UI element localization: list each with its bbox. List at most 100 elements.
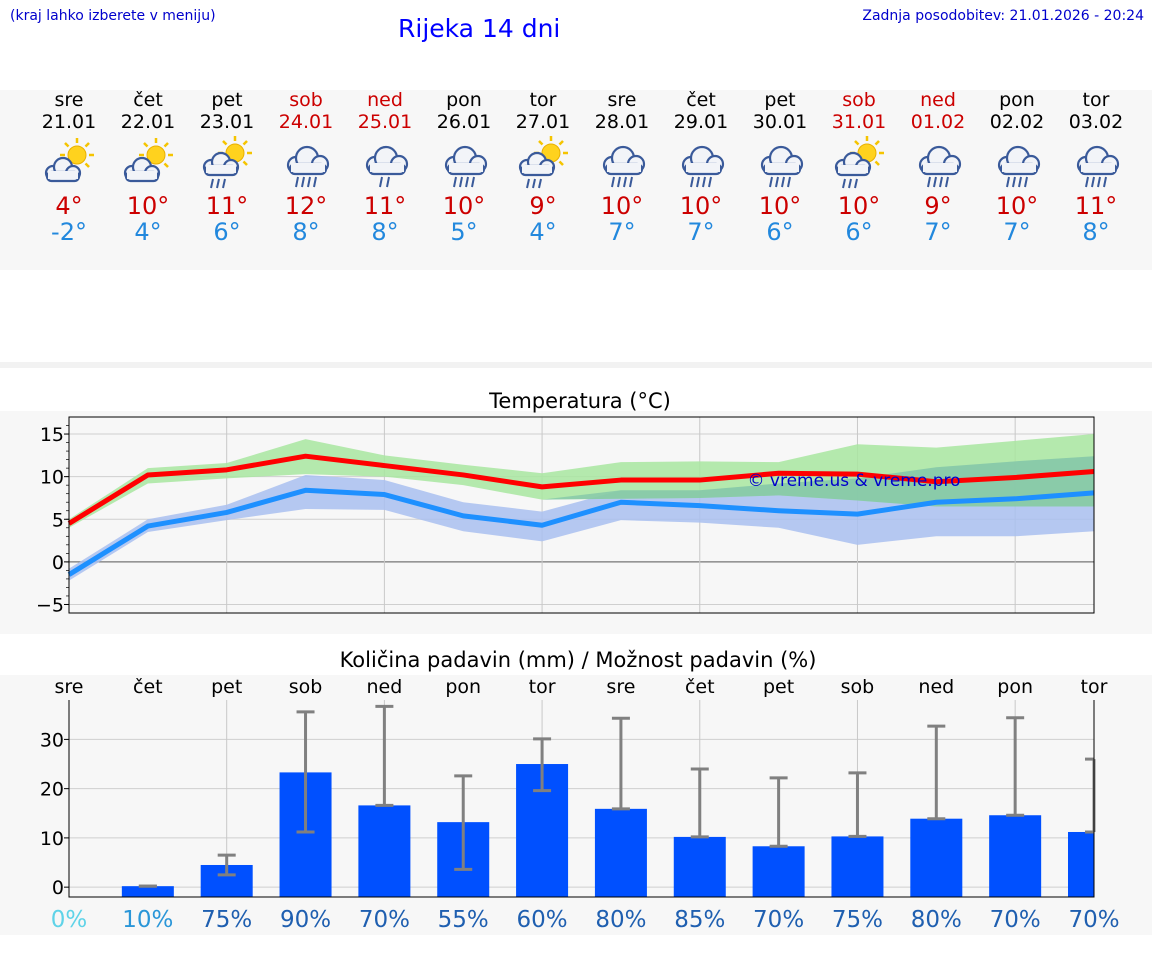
weather-rain-cloud-icon — [583, 135, 662, 191]
watermark: © vreme.us & vreme.pro — [747, 471, 960, 491]
day-name: ned — [920, 89, 956, 111]
precipitation-bar — [831, 836, 884, 897]
min-temp-line — [67, 487, 1095, 577]
day-date: 03.02 — [1068, 111, 1124, 133]
temp-min: 7° — [1003, 218, 1031, 246]
day-column: čet 22.01 10° 4° — [109, 89, 188, 245]
day-name: pon — [999, 89, 1035, 111]
y-tick-label: 0 — [52, 552, 64, 574]
temperature-chart: Temperatura (°C) 15 10 5 0 −5 © vreme.us & vre… — [36, 389, 1095, 616]
temp-max: 9° — [529, 192, 557, 220]
temp-max: 10° — [126, 192, 170, 220]
precipitation-probability: 75% — [832, 907, 883, 933]
temperature-chart-title: Temperatura (°C) — [488, 389, 671, 413]
x-category-label: sre — [606, 676, 635, 698]
temp-min: 8° — [292, 218, 320, 246]
weather-rain-cloud-icon — [267, 135, 346, 191]
precipitation-probability: 10% — [122, 907, 173, 933]
panel-divider — [0, 362, 1152, 368]
x-category-label: sre — [55, 676, 84, 698]
day-name: sre — [54, 89, 84, 111]
temp-min: 7° — [687, 218, 715, 246]
temp-min: 5° — [450, 218, 478, 246]
x-category-label: sob — [289, 676, 323, 698]
day-name: tor — [529, 89, 557, 111]
day-name: sob — [289, 89, 323, 111]
plot-frame — [68, 416, 1095, 614]
precipitation-probability: 70% — [359, 907, 410, 933]
precipitation-probability: 60% — [517, 907, 568, 933]
precipitation-probability: 55% — [438, 907, 489, 933]
weather-light-rain-cloud-icon — [346, 135, 425, 191]
max-temp-line — [67, 453, 1095, 526]
temp-min: 8° — [1082, 218, 1110, 246]
temp-min: 6° — [845, 218, 873, 246]
day-column: sre 21.01 4° -2° — [30, 89, 109, 245]
weather-partly-cloudy-sun-icon — [30, 135, 109, 191]
precipitation-bar — [594, 808, 647, 897]
temp-max: 10° — [600, 192, 644, 220]
plot-frame — [68, 700, 1095, 898]
y-tick-label: 0 — [52, 877, 64, 899]
temp-min: 7° — [608, 218, 636, 246]
precipitation-bar — [1068, 831, 1094, 897]
page-title: Rijeka 14 dni — [398, 14, 561, 43]
precipitation-probability: 80% — [595, 907, 646, 933]
temp-max: 11° — [363, 192, 407, 220]
temp-min: 8° — [371, 218, 399, 246]
precipitation-chart-title: Količina padavin (mm) / Možnost padavin … — [340, 648, 817, 672]
day-date: 31.01 — [831, 111, 887, 133]
weather-rain-cloud-icon — [978, 135, 1057, 191]
precipitation-probability: 70% — [1068, 907, 1119, 933]
precipitation-probability: 85% — [674, 907, 725, 933]
precipitation-probability: 75% — [201, 907, 252, 933]
day-date: 29.01 — [673, 111, 729, 133]
y-tick-label: 20 — [40, 779, 64, 801]
day-date: 28.01 — [594, 111, 650, 133]
x-category-label: čet — [133, 676, 163, 698]
precipitation-probability: 80% — [911, 907, 962, 933]
day-name: čet — [133, 89, 163, 111]
day-date: 21.01 — [41, 111, 97, 133]
x-category-label: čet — [685, 676, 715, 698]
day-column: ned 25.01 11° 8° — [346, 89, 425, 245]
precipitation-bar — [121, 886, 174, 897]
temp-min: 7° — [924, 218, 952, 246]
range-overlap-band — [69, 456, 1094, 528]
day-name: pon — [446, 89, 482, 111]
precipitation-probability: 70% — [990, 907, 1041, 933]
day-name: pet — [211, 89, 243, 111]
temp-max: 12° — [284, 192, 328, 220]
precipitation-bar — [752, 846, 805, 897]
day-date: 22.01 — [120, 111, 176, 133]
last-updated: Zadnja posodobitev: 21.01.2026 - 20:24 — [862, 8, 1144, 24]
x-category-label: tor — [529, 676, 556, 698]
day-column: sob 24.01 12° 8° — [267, 89, 346, 245]
weather-rain-cloud-icon — [662, 135, 741, 191]
day-name: tor — [1082, 89, 1110, 111]
y-tick-label: 10 — [40, 828, 64, 850]
y-tick-label: 15 — [40, 424, 64, 446]
temp-max: 9° — [924, 192, 952, 220]
temp-max: 10° — [995, 192, 1039, 220]
x-category-label: ned — [918, 676, 954, 698]
day-date: 02.02 — [989, 111, 1045, 133]
temp-max: 11° — [205, 192, 249, 220]
x-category-label: tor — [1081, 676, 1108, 698]
day-name: čet — [686, 89, 716, 111]
day-name: sob — [842, 89, 876, 111]
x-category-label: pet — [211, 676, 242, 698]
day-date: 24.01 — [278, 111, 334, 133]
precipitation-probability: 70% — [753, 907, 804, 933]
weather-sun-rain-icon — [504, 135, 583, 191]
day-column: tor 03.02 11° 8° — [1057, 89, 1136, 245]
day-column: čet 29.01 10° 7° — [662, 89, 741, 245]
y-tick-label: 30 — [40, 729, 64, 751]
daily-forecast-panel — [0, 90, 1152, 270]
temp-max: 10° — [679, 192, 723, 220]
temp-min: 6° — [213, 218, 241, 246]
day-date: 01.02 — [910, 111, 966, 133]
day-column: tor 27.01 9° 4° — [504, 89, 583, 245]
y-tick-label: −5 — [36, 594, 64, 616]
x-category-label: ned — [366, 676, 402, 698]
